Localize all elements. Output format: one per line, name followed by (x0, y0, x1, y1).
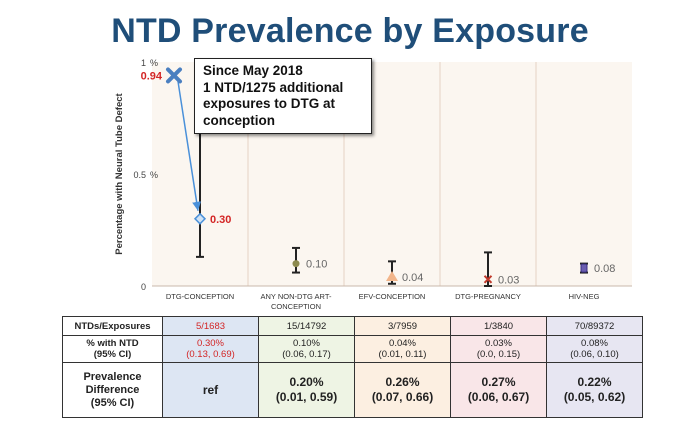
annotation-callout: Since May 2018 1 NTD/1275 additional exp… (194, 58, 372, 134)
previous-point-label: 0.94 (141, 70, 163, 82)
row-header: Prevalence Difference (95% CI) (62, 362, 163, 418)
x-tick-label: HIV-NEG (569, 292, 600, 301)
data-point (386, 271, 398, 282)
x-tick-label: CONCEPTION (271, 302, 321, 311)
table-cell: 3/7959 (354, 316, 451, 336)
x-tick-label: EFV-CONCEPTION (359, 292, 426, 301)
table-cell: 5/1683 (162, 316, 259, 336)
page-title: NTD Prevalence by Exposure (111, 12, 589, 50)
data-point (193, 212, 207, 225)
y-tick-label: 1 (141, 58, 146, 68)
table-cell: 0.27% (0.06, 0.67) (450, 362, 547, 418)
table-cell: 0.08% (0.06, 0.10) (546, 335, 643, 363)
table-row: % with NTD (95% CI) 0.30% (0.13, 0.69) 0.1… (62, 335, 643, 363)
data-label: 0.08 (594, 263, 615, 275)
table-cell: 1/3840 (450, 316, 547, 336)
x-tick-label: ANY NON-DTG ART- (261, 292, 332, 301)
summary-table: NTDs/Exposures 5/1683 15/14792 3/7959 1/… (62, 316, 643, 418)
annotation-line: exposures to DTG at (203, 96, 336, 111)
y-tick-label: 0.5 (133, 170, 146, 180)
data-label: 0.30 (210, 214, 231, 226)
y-unit-label: % (150, 58, 158, 68)
table-cell: 70/89372 (546, 316, 643, 336)
y-unit-label: % (150, 170, 158, 180)
table-cell: 15/14792 (258, 316, 355, 336)
table-cell: 0.04% (0.01, 0.11) (354, 335, 451, 363)
data-point (483, 275, 493, 284)
table-cell: ref (162, 362, 259, 418)
data-label: 0.04 (402, 272, 423, 284)
table-row: NTDs/Exposures 5/1683 15/14792 3/7959 1/… (62, 316, 643, 336)
data-point (580, 263, 588, 273)
table-cell: 0.30% (0.13, 0.69) (162, 335, 259, 363)
annotation-line: conception (203, 112, 276, 128)
row-header: % with NTD (95% CI) (62, 335, 163, 363)
table-cell: 0.22% (0.05, 0.62) (546, 362, 643, 418)
table-row: Prevalence Difference (95% CI) ref 0.20% (0… (62, 362, 643, 418)
annotation-line: Since May 2018 (203, 63, 303, 78)
table-cell: 0.10% (0.06, 0.17) (258, 335, 355, 363)
table-cell: 0.26% (0.07, 0.66) (354, 362, 451, 418)
table-cell: 0.03% (0.0, 0.15) (450, 335, 547, 363)
data-label: 0.10 (306, 259, 327, 271)
y-tick-label: 0 (141, 282, 146, 292)
trend-arrow (177, 81, 202, 211)
x-tick-label: DTG-CONCEPTION (166, 292, 234, 301)
y-axis-label: Percentage with Neural Tube Defect (114, 92, 125, 254)
data-label: 0.03 (498, 274, 519, 286)
x-tick-label: DTG-PREGNANCY (455, 292, 521, 301)
previous-point-marker (166, 67, 182, 84)
table-cell: 0.20% (0.01, 0.59) (258, 362, 355, 418)
data-point (292, 260, 300, 268)
prevalence-chart: 0 0.5 % 1 % Percentage with Neural Tube Defec… (114, 58, 632, 311)
row-header: NTDs/Exposures (62, 316, 163, 336)
annotation-line: 1 NTD/1275 additional (203, 79, 344, 95)
